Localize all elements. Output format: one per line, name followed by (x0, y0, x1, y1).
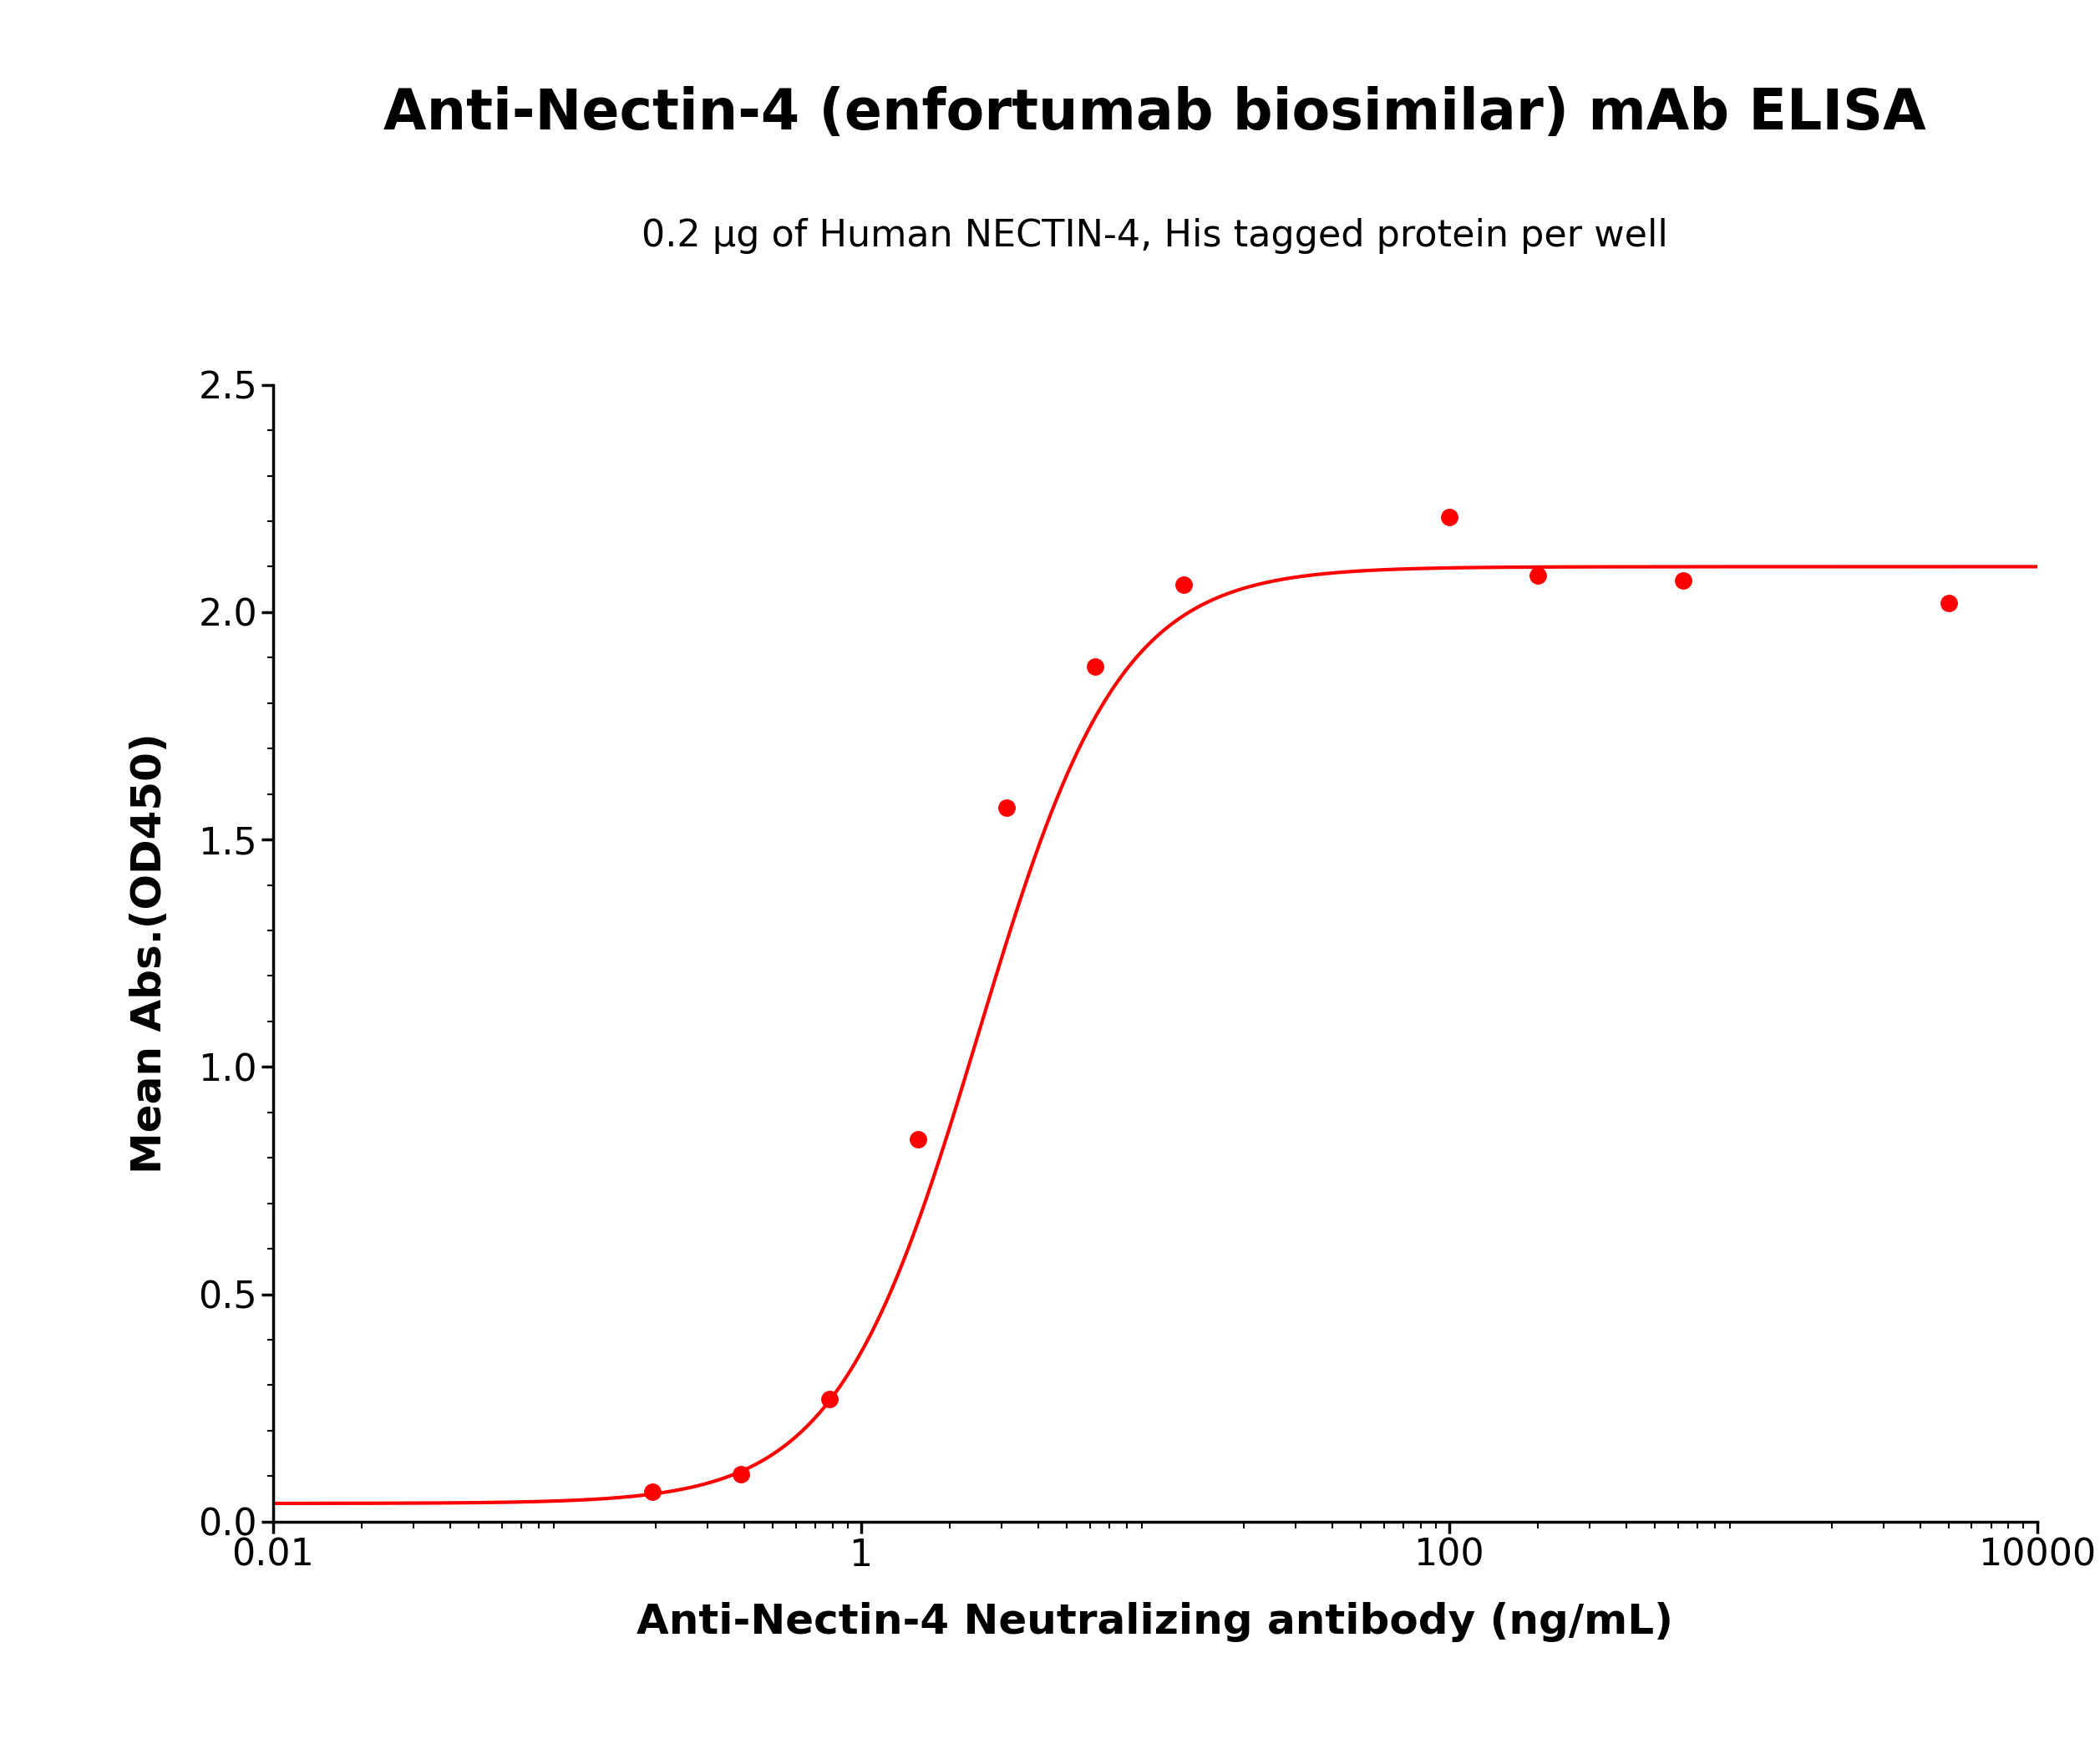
X-axis label: Anti-Nectin-4 Neutralizing antibody (ng/mL): Anti-Nectin-4 Neutralizing antibody (ng/… (636, 1602, 1674, 1642)
Point (1168, 570, 1201, 598)
Point (989, 794, 1023, 822)
Point (901, 1126, 934, 1154)
Point (1077, 652, 1111, 680)
Point (636, 1478, 670, 1506)
Text: Anti-Nectin-4 (enfortumab biosimilar) mAb ELISA: Anti-Nectin-4 (enfortumab biosimilar) mA… (384, 86, 1926, 142)
Text: 0.2 μg of Human NECTIN-4, His tagged protein per well: 0.2 μg of Human NECTIN-4, His tagged pro… (643, 219, 1667, 254)
Point (1932, 589, 1966, 617)
Point (1520, 561, 1554, 589)
Y-axis label: Mean Abs.(OD450): Mean Abs.(OD450) (128, 733, 170, 1174)
Point (1432, 502, 1466, 530)
Point (813, 1385, 846, 1413)
Point (724, 1460, 758, 1488)
Point (1665, 567, 1699, 595)
